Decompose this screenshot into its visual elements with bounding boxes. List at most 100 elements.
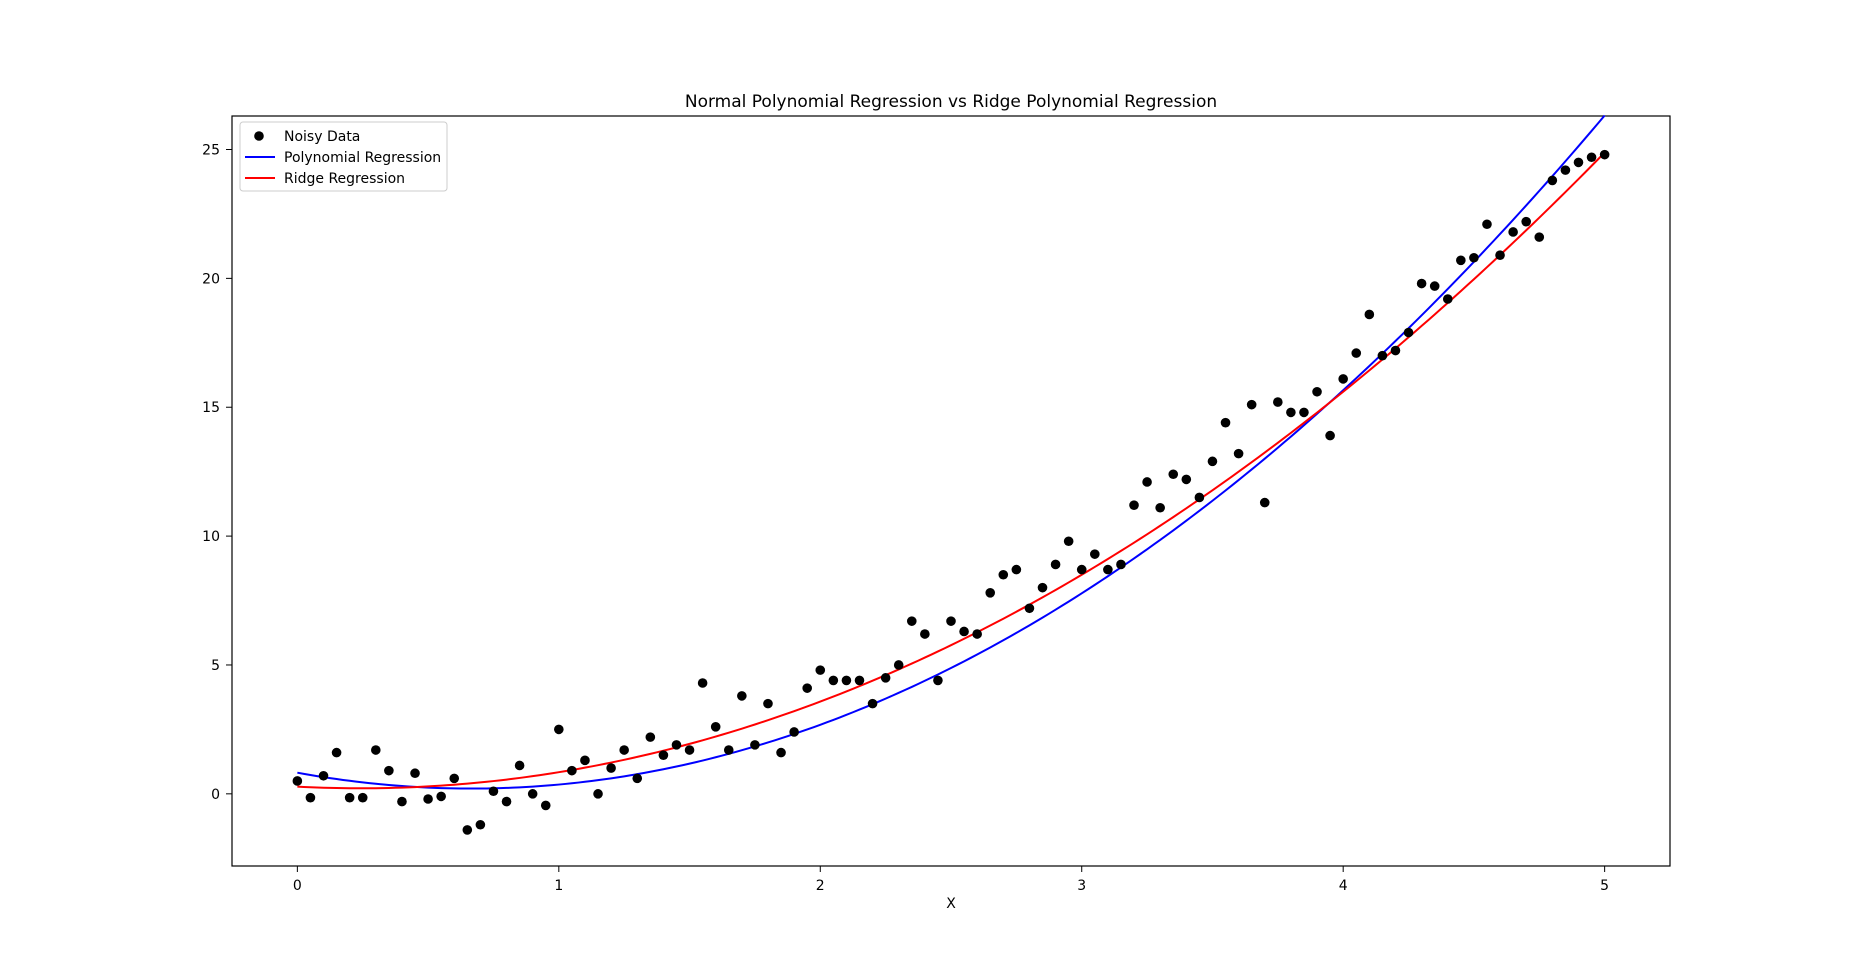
data-point: [867, 698, 878, 709]
data-point: [305, 792, 316, 803]
data-point: [1560, 165, 1571, 175]
data-point: [1273, 397, 1283, 407]
data-point: [344, 792, 355, 803]
data-point: [1456, 255, 1466, 266]
legend: Noisy Data Polynomial Regression Ridge R…: [239, 121, 448, 192]
data-point: [606, 763, 616, 773]
data-point: [475, 819, 486, 830]
data-point: [1063, 536, 1074, 547]
data-point: [906, 616, 917, 626]
data-point: [1168, 469, 1179, 480]
legend-ridge-label: Ridge Regression: [284, 171, 405, 187]
ridge-regression-line: [297, 151, 1606, 790]
data-point: [462, 825, 473, 835]
data-point: [292, 776, 303, 786]
y-tick-label: 15: [202, 400, 220, 416]
data-point: [1142, 477, 1152, 487]
y-tick-label: 20: [202, 271, 220, 287]
chart-title: Normal Polynomial Regression vs Ridge Po…: [685, 92, 1217, 112]
data-point: [880, 673, 891, 683]
data-point: [789, 727, 799, 737]
data-point: [1116, 559, 1126, 570]
data-point: [1403, 327, 1414, 338]
data-point: [920, 629, 930, 639]
data-point: [684, 745, 695, 755]
y-tick-label: 25: [202, 143, 220, 159]
data-point: [1181, 474, 1192, 485]
data-point: [371, 745, 381, 755]
y-tick-label: 10: [202, 529, 220, 545]
data-point: [985, 588, 996, 598]
data-point: [1442, 294, 1453, 304]
data-point: [488, 786, 499, 797]
data-point: [318, 770, 329, 781]
data-point: [697, 678, 708, 688]
data-point: [423, 794, 433, 804]
data-point: [357, 792, 368, 803]
data-point: [436, 791, 446, 802]
data-point: [1521, 216, 1531, 227]
polynomial-regression-line: [297, 114, 1606, 790]
data-point: [1429, 281, 1440, 291]
x-axis-label: X: [946, 896, 956, 912]
data-point: [501, 796, 512, 807]
x-tick-label: 0: [293, 878, 302, 894]
data-point: [593, 789, 603, 799]
data-point: [1194, 492, 1205, 503]
y-tick-label: 5: [211, 658, 220, 674]
x-tick-label: 5: [1600, 878, 1609, 894]
data-point: [1246, 399, 1257, 410]
data-point: [1129, 500, 1139, 510]
data-point: [737, 691, 747, 701]
data-point: [972, 629, 982, 639]
data-point: [1469, 252, 1479, 263]
x-tick-label: 1: [554, 878, 563, 894]
data-point: [1534, 232, 1545, 242]
data-point: [619, 745, 629, 755]
data-point: [1259, 497, 1270, 508]
data-point: [1011, 564, 1022, 575]
data-point: [1037, 582, 1048, 593]
data-point: [802, 683, 812, 693]
data-point: [854, 675, 865, 686]
data-point: [1599, 149, 1610, 160]
data-point: [567, 765, 577, 776]
legend-box: [239, 121, 448, 192]
data-point: [658, 750, 669, 760]
data-point: [1155, 502, 1165, 513]
data-point: [554, 724, 564, 735]
data-point: [1325, 430, 1335, 441]
data-point: [1377, 350, 1388, 361]
data-point: [1103, 564, 1113, 575]
data-point: [1050, 559, 1061, 570]
data-point: [1312, 386, 1322, 397]
data-point: [410, 768, 420, 779]
legend-noisy-data-label: Noisy Data: [284, 129, 360, 145]
data-point: [815, 665, 826, 675]
data-point: [828, 675, 839, 686]
data-point: [331, 747, 342, 758]
data-point: [946, 616, 956, 626]
data-point: [540, 800, 551, 811]
data-point: [1076, 564, 1087, 575]
data-point: [1351, 348, 1362, 358]
data-point: [1220, 417, 1231, 428]
legend-polynomial-label: Polynomial Regression: [284, 150, 441, 166]
data-point: [1338, 374, 1348, 384]
data-point: [1364, 309, 1375, 320]
data-point: [397, 796, 407, 807]
data-point: [1547, 175, 1558, 186]
data-point: [1299, 407, 1309, 418]
data-point: [1090, 549, 1100, 559]
data-point: [514, 760, 525, 771]
data-point: [750, 740, 760, 750]
data-point: [384, 765, 394, 776]
data-point: [632, 773, 643, 784]
data-point: [1416, 278, 1427, 289]
data-point: [998, 569, 1009, 580]
x-tick-label: 2: [816, 878, 825, 894]
x-tick-label: 4: [1339, 878, 1348, 894]
data-point: [1586, 152, 1597, 163]
data-point: [1495, 250, 1505, 260]
